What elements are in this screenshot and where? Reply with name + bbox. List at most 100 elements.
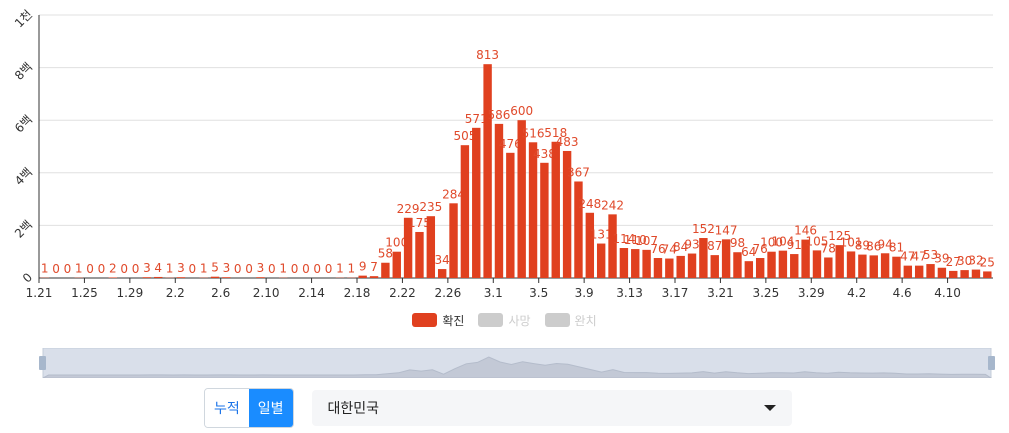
data-label: 87	[707, 239, 722, 253]
bar	[506, 152, 515, 278]
data-label: 1	[41, 262, 49, 276]
data-label: 100	[385, 236, 408, 250]
data-label: 104	[771, 235, 794, 249]
data-label: 34	[435, 253, 450, 267]
bar	[472, 127, 481, 279]
data-label: 78	[821, 241, 836, 255]
bar	[846, 251, 856, 278]
data-label: 0	[64, 262, 72, 276]
data-label: 1	[200, 262, 208, 276]
data-label: 105	[806, 234, 829, 248]
data-label: 2	[109, 261, 117, 275]
data-label: 1	[336, 262, 344, 276]
bar	[619, 248, 629, 278]
data-label: 3	[177, 261, 185, 275]
data-label: 58	[378, 247, 393, 261]
y-tick-label: 8백	[12, 60, 35, 83]
data-label: 248	[578, 197, 601, 211]
legend: 확진 사망 완치	[0, 310, 1009, 330]
data-label: 74	[662, 243, 677, 257]
bar	[460, 145, 470, 278]
bar	[449, 203, 458, 278]
zoom-handle-left[interactable]	[39, 356, 46, 370]
data-label: 571	[465, 112, 488, 126]
bar	[880, 253, 890, 278]
x-tick-label: 1.29	[116, 286, 143, 300]
data-label: 0	[291, 262, 299, 276]
bar	[494, 123, 504, 278]
legend-item-confirmed[interactable]: 확진	[412, 310, 464, 330]
data-label: 114	[612, 232, 635, 246]
data-label: 1	[166, 262, 174, 276]
data-label: 32	[968, 254, 983, 268]
daily-button[interactable]: 일별	[248, 389, 293, 427]
data-label: 110	[624, 233, 647, 247]
bar	[676, 255, 685, 278]
x-tick-label: 4.10	[934, 286, 961, 300]
cumulative-button[interactable]: 누적	[205, 389, 249, 427]
data-label: 0	[245, 262, 253, 276]
data-label: 4	[154, 261, 162, 275]
legend-swatch-confirmed	[412, 313, 438, 327]
bar	[744, 261, 754, 278]
controls-bar: 누적 일별 대한민국	[204, 388, 792, 428]
data-label: 235	[419, 200, 442, 214]
y-tick-label: 4백	[12, 165, 35, 188]
data-label: 0	[52, 262, 60, 276]
bar	[483, 64, 492, 278]
data-label: 438	[533, 147, 556, 161]
bar	[892, 256, 901, 278]
bar	[937, 267, 947, 278]
zoom-handle-right[interactable]	[988, 356, 995, 370]
data-label: 47	[912, 250, 927, 264]
data-label: 1	[348, 262, 356, 276]
bar	[642, 249, 651, 278]
bar	[358, 275, 367, 278]
data-label: 0	[86, 262, 94, 276]
data-label: 3	[143, 261, 151, 275]
bar	[631, 249, 640, 278]
region-select[interactable]: 대한민국	[311, 390, 792, 426]
bar	[653, 258, 663, 278]
x-tick-label: 3.29	[798, 286, 825, 300]
legend-item-recovered[interactable]: 완치	[544, 310, 597, 330]
data-label: 518	[544, 126, 567, 140]
legend-item-deaths[interactable]: 사망	[478, 310, 531, 330]
bar	[835, 245, 844, 278]
bar	[903, 265, 913, 278]
data-label: 107	[635, 234, 658, 248]
x-tick-label: 2.26	[434, 286, 461, 300]
bar	[585, 212, 595, 278]
zoom-slider[interactable]	[39, 348, 995, 378]
data-label: 39	[934, 252, 949, 266]
legend-label-confirmed: 확진	[442, 313, 465, 328]
data-label: 47	[900, 250, 915, 264]
bar	[562, 150, 572, 278]
data-label: 64	[741, 245, 756, 259]
x-tick-label: 1.21	[26, 286, 53, 300]
bar	[812, 250, 822, 278]
data-label: 600	[510, 104, 533, 118]
x-tick-label: 4.6	[893, 286, 912, 300]
data-label: 98	[730, 236, 745, 250]
bar	[755, 258, 765, 278]
x-tick-label: 3.5	[529, 286, 548, 300]
data-label: 76	[650, 242, 665, 256]
data-label: 242	[601, 198, 624, 212]
bar	[608, 214, 617, 278]
mode-toggle: 누적 일별	[204, 388, 294, 428]
bar	[971, 269, 981, 278]
data-label: 30	[957, 254, 972, 268]
data-label: 89	[855, 239, 870, 253]
x-tick-label: 2.22	[389, 286, 416, 300]
x-tick-label: 3.17	[662, 286, 689, 300]
bar	[415, 231, 424, 278]
bar	[381, 262, 390, 278]
x-tick-label: 3.13	[616, 286, 643, 300]
data-label: 101	[840, 235, 863, 249]
bar	[960, 270, 969, 278]
x-tick-label: 2.18	[344, 286, 371, 300]
bar	[699, 238, 708, 278]
bar	[256, 277, 265, 278]
